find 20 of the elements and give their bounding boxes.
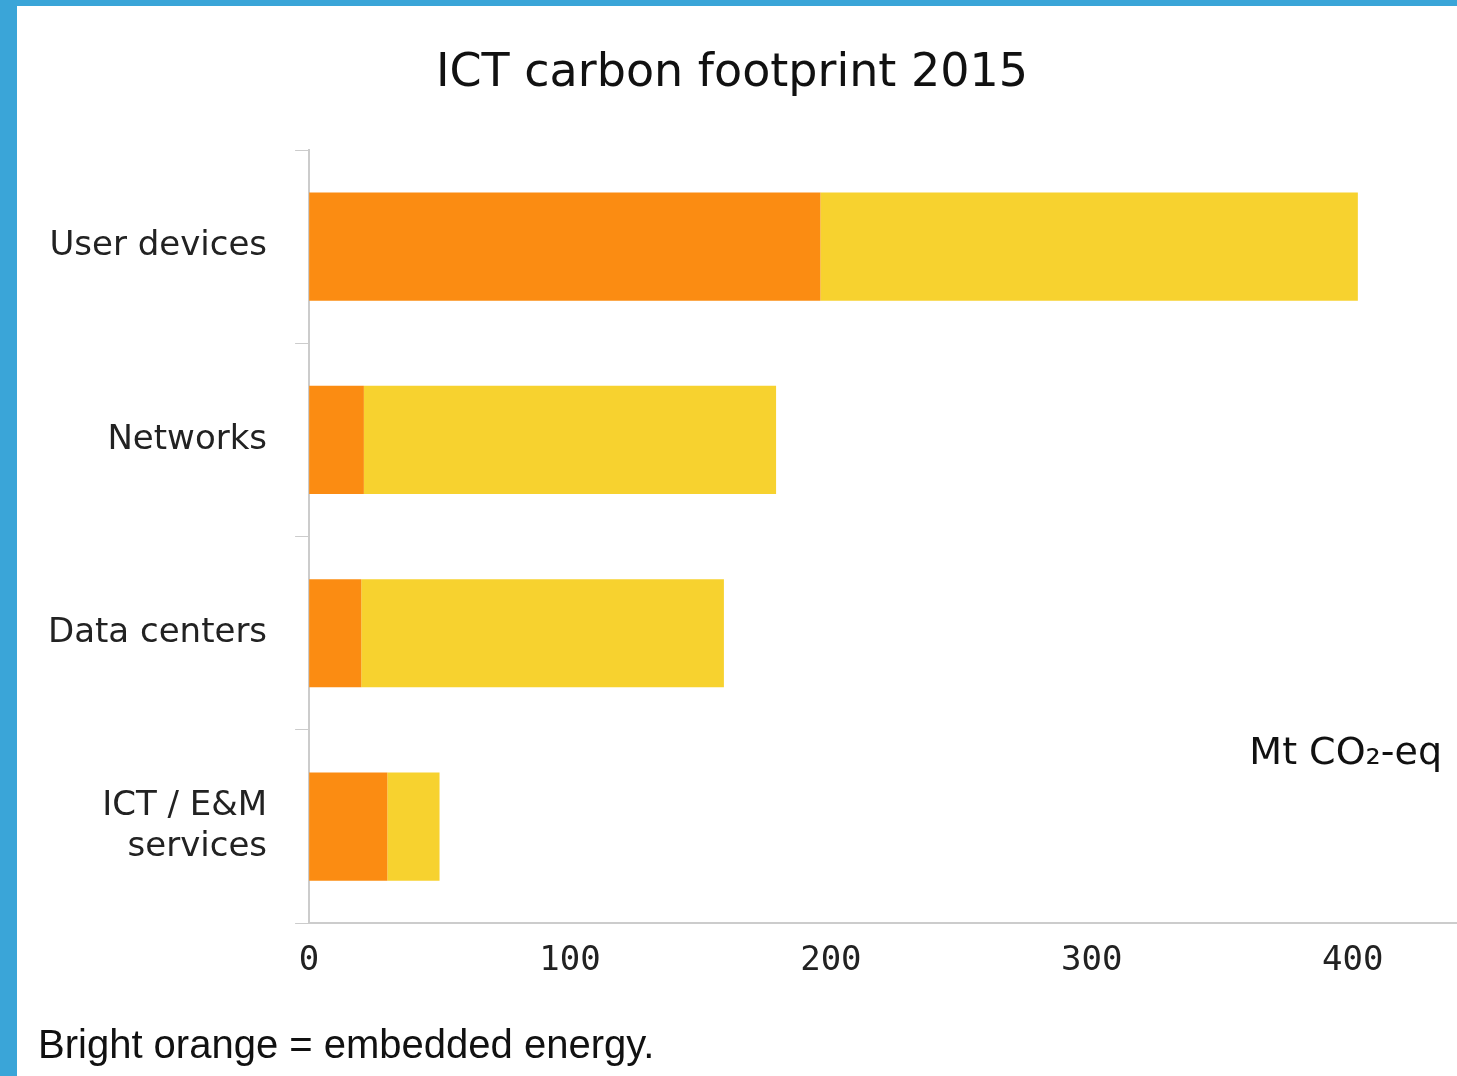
y-tick-label: ICT / E&M services [102,782,268,864]
y-tick-label: Data centers [48,610,268,651]
x-axis-title: Mt CO₂-eq [1249,729,1442,773]
y-tick-label: Networks [107,416,268,457]
x-tick-label: 400 [1321,938,1384,979]
bar [363,385,777,495]
bar [309,385,364,495]
bar [387,772,440,881]
bar [820,192,1358,301]
bar [361,579,724,688]
x-tick-label: 200 [800,938,862,979]
text: Bright orange = embedded energy. [38,1022,655,1066]
x-tick-label: 100 [539,938,601,979]
chart-title: ICT carbon footprint 2015 [435,43,1029,97]
bar [309,579,362,688]
x-tick-label: 300 [1061,938,1123,979]
bar [309,192,821,301]
x-tick-label: 0 [298,938,320,979]
bar [309,772,388,881]
y-tick-label: User devices [49,223,268,264]
